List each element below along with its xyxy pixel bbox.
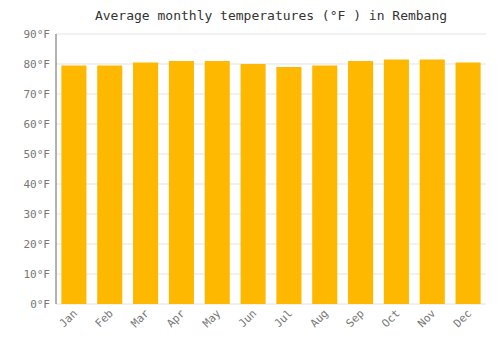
y-tick-label: 90°F [24, 28, 51, 41]
bar [97, 66, 122, 305]
x-tick-label: Jul [272, 307, 295, 330]
x-tick-label: Feb [93, 307, 116, 330]
y-tick-label: 20°F [24, 238, 51, 251]
title: Average monthly temperatures (°F ) in Re… [95, 8, 447, 23]
x-tick-label: Mar [128, 307, 152, 331]
bar [276, 67, 301, 304]
bar [61, 66, 86, 305]
bar [169, 61, 194, 304]
grid-line [56, 34, 486, 35]
y-tick-label: 80°F [24, 58, 51, 71]
y-axis-line [56, 34, 57, 304]
bar [348, 61, 373, 304]
x-tick-label: Nov [415, 307, 439, 331]
bar [133, 63, 158, 305]
chart: Average monthly temperatures (°F ) in Re… [0, 0, 500, 350]
y-tick-label: 30°F [24, 208, 51, 221]
y-tick-label: 0°F [30, 298, 50, 311]
x-tick-label: Aug [308, 307, 331, 330]
bar [456, 63, 481, 305]
y-tick-label: 50°F [24, 148, 51, 161]
x-tick-label: Dec [451, 307, 474, 330]
x-tick-label: Apr [164, 307, 188, 331]
bar [420, 60, 445, 305]
bar [241, 64, 266, 304]
y-tick-label: 40°F [24, 178, 51, 191]
y-tick-label: 10°F [24, 268, 51, 281]
bars [61, 60, 480, 305]
y-axis: 0°F 10°F 20°F 30°F 40°F 50°F 60°F 70°F 80°F 90°F [24, 28, 51, 311]
y-tick-label: 60°F [24, 118, 51, 131]
x-tick-label: Jan [57, 307, 80, 330]
y-tick-label: 70°F [24, 88, 51, 101]
x-tick-label: Sep [343, 307, 366, 330]
chart-container: Average monthly temperatures (°F ) in Re… [0, 0, 500, 350]
x-tick-label: May [200, 307, 224, 331]
x-tick-label: Jun [236, 307, 259, 330]
bar [205, 61, 230, 304]
x-tick-label: Oct [379, 307, 402, 330]
x-axis: Jan Feb Mar Apr May Jun Jul Aug Sep Oct Nov Dec [57, 307, 474, 331]
bar [312, 66, 337, 305]
grid [56, 34, 486, 304]
bar [384, 60, 409, 305]
